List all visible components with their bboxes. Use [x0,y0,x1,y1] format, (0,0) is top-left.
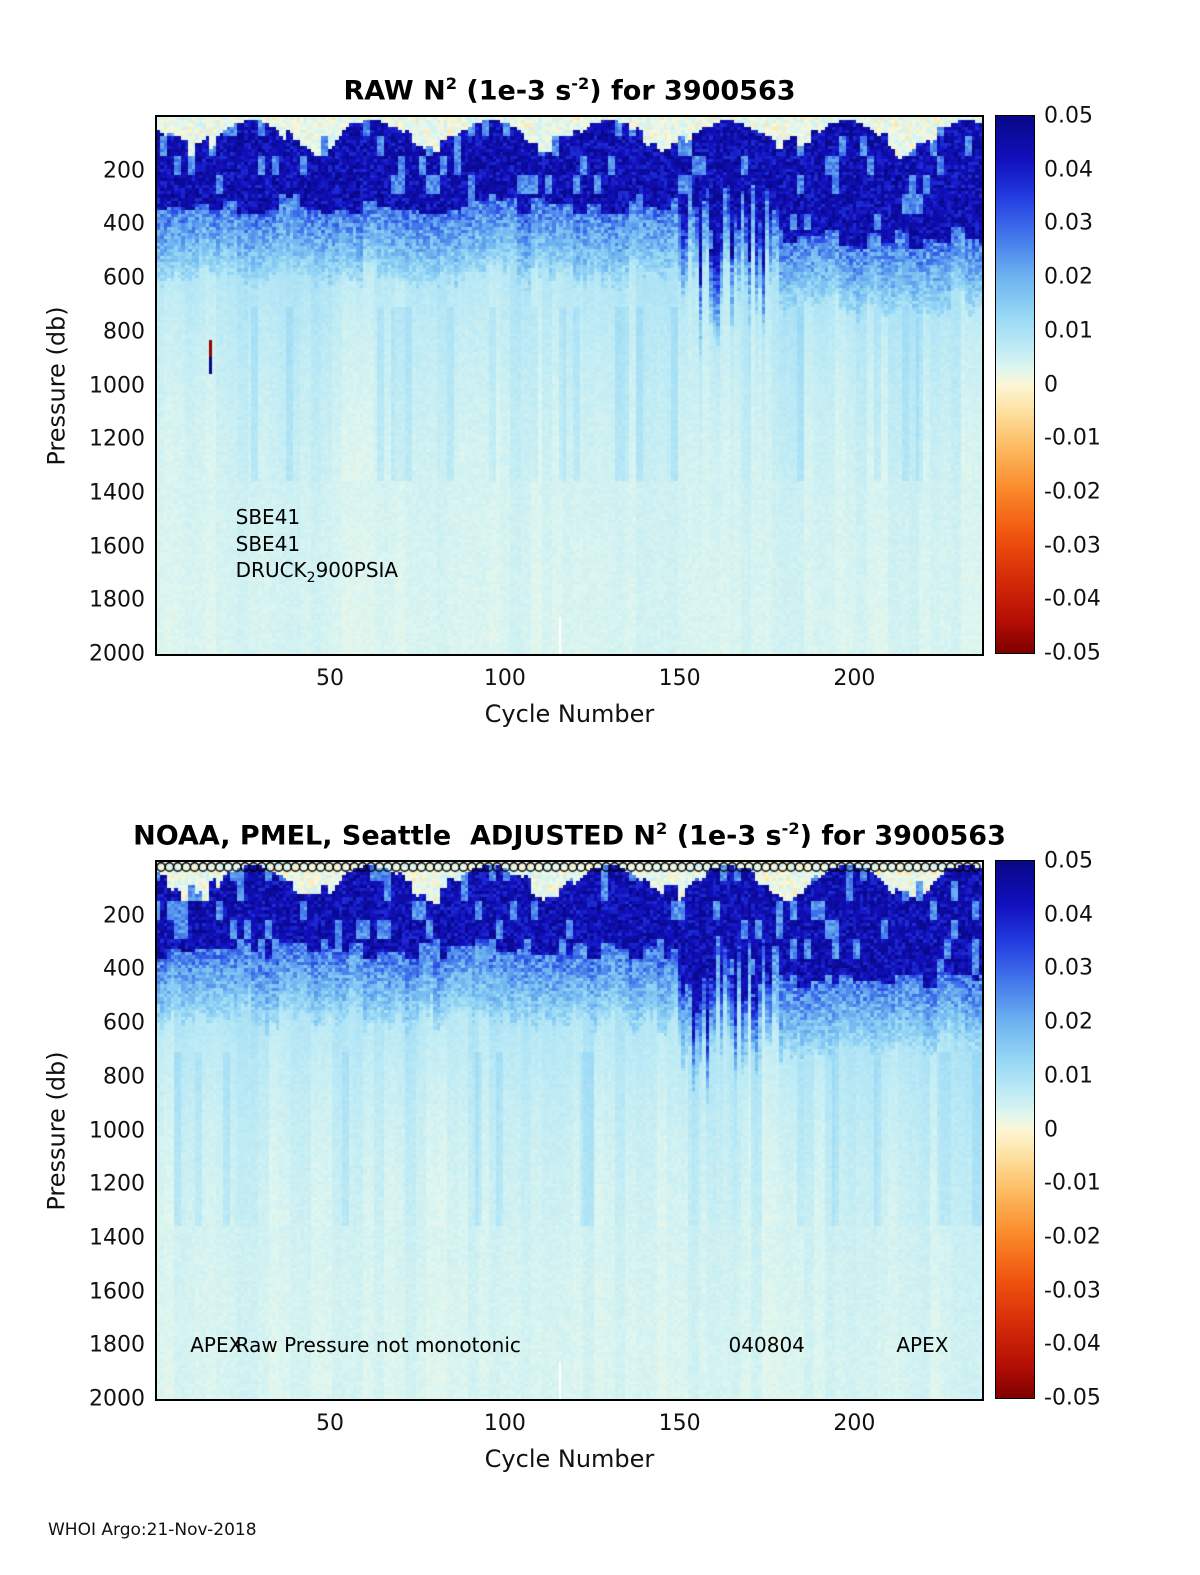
colorbar-tick-label: 0.02 [1044,1009,1093,1035]
y-tick-label: 1800 [89,1332,145,1358]
y-tick-label: 1600 [89,1279,145,1305]
plot-annotation: SBE41 [235,505,301,530]
y-tick-label: 400 [103,211,145,237]
raw-x-axis-label: Cycle Number [484,700,655,728]
x-tick-label: 50 [316,666,345,691]
colorbar-tick-label: 0.05 [1044,848,1093,874]
plot-annotation: SBE41 [235,531,301,556]
colorbar-tick-label: -0.03 [1044,1278,1101,1304]
colorbar-tick-label: -0.02 [1044,1224,1101,1250]
x-tick-label: 100 [483,666,526,691]
y-tick-label: 600 [103,265,145,291]
colorbar-tick-label: 0.03 [1044,955,1093,981]
y-tick-label: 2000 [89,641,145,667]
y-tick-label: 800 [103,1064,145,1090]
plot-annotation: Raw Pressure not monotonic [235,1333,521,1358]
colorbar-tick-label: 0.01 [1044,318,1093,344]
plot-annotation: 040804 [728,1333,805,1358]
colorbar-tick-label: 0.01 [1044,1063,1093,1089]
x-tick-label: 200 [833,1411,876,1436]
colorbar-tick-label: 0.02 [1044,264,1093,290]
y-tick-label: 1800 [89,587,145,613]
adjusted-y-axis-label-text: Pressure (db) [43,1050,71,1211]
y-tick-label: 200 [103,903,145,929]
adjusted-x-axis-label: Cycle Number [484,1445,655,1473]
raw-heatmap-canvas [157,117,982,654]
y-tick-label: 2000 [89,1386,145,1412]
adjusted-colorbar: 0.05 0.04 0.03 0.02 0.01 0 -0.01 -0.02 -0.03 -0.0… [995,849,1101,1411]
colorbar-tick-label: -0.05 [1044,640,1101,666]
colorbar-tick-label: 0.04 [1044,902,1093,928]
y-tick-label: 400 [103,956,145,982]
y-tick-label: 1600 [89,534,145,560]
adjusted-colorbar-canvas [996,861,1034,1398]
raw-heatmap-plot: RAW N2 (1e-3 s-2) for 3900563 Pressure (… [43,74,984,728]
y-tick-label: 1200 [89,1171,145,1197]
x-tick-label: 150 [658,1411,701,1436]
footer-credit: WHOI Argo:21-Nov-2018 [48,1520,257,1540]
plot-annotation: DRUCK2900PSIA [235,558,399,587]
y-tick-label: 1000 [89,373,145,398]
x-tick-label: 100 [483,1411,526,1436]
y-tick-label: 200 [103,158,145,184]
plot-annotation: APEX [896,1333,949,1358]
y-tick-label: 1200 [89,426,145,452]
colorbar-tick-label: 0 [1044,372,1058,397]
x-tick-label: 150 [658,666,701,691]
colorbar-tick-label: 0.03 [1044,210,1093,236]
colorbar-tick-label: 0.05 [1044,103,1093,129]
colorbar-tick-label: -0.01 [1044,425,1101,451]
colorbar-tick-label: 0 [1044,1117,1058,1142]
raw-colorbar-canvas [996,116,1034,653]
colorbar-tick-label: -0.03 [1044,533,1101,559]
colorbar-tick-label: -0.05 [1044,1385,1101,1411]
adjusted-panel-title: NOAA, PMEL, Seattle ADJUSTED N2 (1e-3 s-… [133,819,1006,852]
raw-colorbar: 0.05 0.04 0.03 0.02 0.01 0 -0.01 -0.02 -0.03 -0.0… [995,104,1101,666]
y-tick-label: 1000 [89,1118,145,1143]
adjusted-heatmap-plot: NOAA, PMEL, Seattle ADJUSTED N2 (1e-3 s-… [43,819,1006,1473]
y-tick-label: 1400 [89,480,145,506]
raw-panel-title: RAW N2 (1e-3 s-2) for 3900563 [343,74,796,107]
colorbar-tick-label: -0.04 [1044,1331,1101,1357]
y-tick-label: 800 [103,319,145,345]
adjusted-heatmap-canvas [157,862,982,1399]
colorbar-tick-label: -0.02 [1044,479,1101,505]
x-tick-label: 200 [833,666,876,691]
y-tick-label: 600 [103,1010,145,1036]
colorbar-tick-label: 0.04 [1044,157,1093,183]
colorbar-tick-label: -0.04 [1044,586,1101,612]
colorbar-tick-label: -0.01 [1044,1170,1101,1196]
y-tick-label: 1400 [89,1225,145,1251]
plot-annotation: APEX [190,1333,243,1358]
raw-y-axis-label-text: Pressure (db) [43,305,71,466]
x-tick-label: 50 [316,1411,345,1436]
